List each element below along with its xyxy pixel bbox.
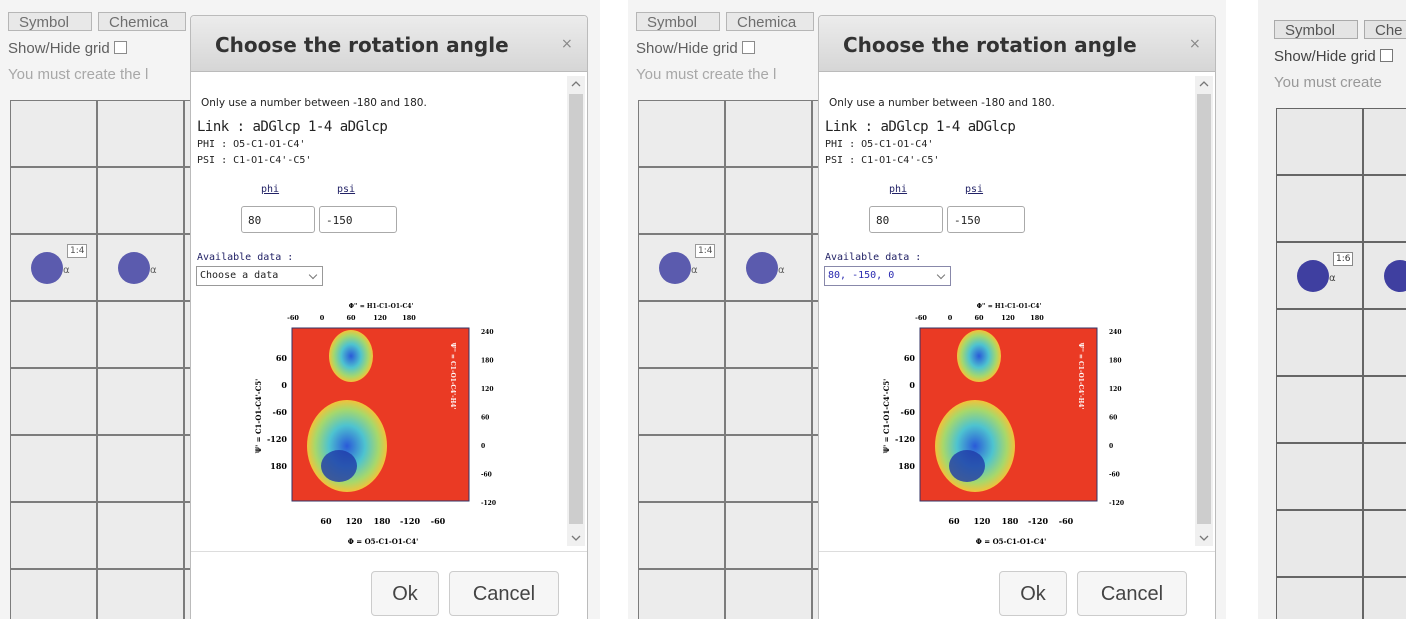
footer-separator	[819, 551, 1215, 552]
grid-cell	[1276, 309, 1363, 376]
tick-label-right: -60	[481, 472, 492, 479]
app-panel: Symbol Che Show/Hide grid You must create α 1…	[1258, 0, 1406, 619]
tick-label-right: 0	[481, 443, 485, 450]
ok-button[interactable]: Ok	[999, 571, 1067, 616]
tick-label-bottom: 120	[346, 516, 363, 526]
plot-title-top: Φ'' = H1-C1-O1-C4'	[977, 303, 1042, 310]
grid-cell	[1363, 175, 1406, 242]
heatmap-region	[321, 450, 357, 482]
app-panel: SymbolChemicaShow/Hide gridYou must crea…	[628, 0, 1226, 619]
heatmap-region	[957, 330, 1001, 382]
tick-label-bottom: 180	[374, 516, 391, 526]
grid-cell	[1276, 175, 1363, 242]
tick-label-top: 120	[373, 314, 387, 322]
dialog: Choose the rotation angle×Only use a num…	[818, 15, 1216, 619]
heatmap-region	[949, 450, 985, 482]
dialog: Choose the rotation angle×Only use a num…	[190, 15, 588, 619]
ok-button[interactable]: Ok	[371, 571, 439, 616]
cancel-button[interactable]: Cancel	[449, 571, 559, 616]
tick-label-bottom: 60	[948, 516, 960, 526]
cancel-button[interactable]: Cancel	[1077, 571, 1187, 616]
tick-label-right: -120	[1109, 500, 1124, 507]
ramachandran-plot: Φ'' = H1-C1-O1-C4' -60 0 60 120 180 60 0 -60 -120…	[819, 16, 1215, 556]
link-label: 1:6	[1333, 252, 1353, 266]
heatmap-region	[329, 330, 373, 382]
tick-label-top: 120	[1001, 314, 1015, 322]
tick-label-left: 180	[898, 461, 915, 471]
tick-label-bottom: 60	[320, 516, 332, 526]
plot-title-right: Ψ'' = C1-O1-C4'-H4'	[449, 343, 456, 410]
plot-title-left: Ψ' = C1-O1-C4'-C5'	[882, 379, 891, 454]
plot-title-bottom: Φ = O5-C1-O1-C4'	[976, 537, 1047, 546]
tick-label-right: 180	[1109, 358, 1122, 365]
tick-label-bottom: -60	[431, 516, 446, 526]
tick-label-right: 60	[1109, 415, 1117, 422]
grid-cell	[1363, 443, 1406, 510]
tick-label-right: 240	[481, 329, 494, 336]
tick-label-bottom: -120	[1028, 516, 1048, 526]
footer-separator	[191, 551, 587, 552]
grid-cell	[1276, 376, 1363, 443]
grid-cell	[1363, 108, 1406, 175]
plot-title-bottom: Φ = O5-C1-O1-C4'	[348, 537, 419, 546]
grid-toggle[interactable]: Show/Hide grid	[1274, 48, 1393, 65]
tick-label-right: -120	[481, 500, 496, 507]
grid-cell	[1363, 309, 1406, 376]
tick-label-left: 60	[276, 353, 288, 363]
tick-label-left: -60	[273, 407, 288, 417]
tab[interactable]: Symbol	[1274, 20, 1358, 39]
plot-title-top: Φ'' = H1-C1-O1-C4'	[349, 303, 414, 310]
grid-cell	[1363, 376, 1406, 443]
checkbox[interactable]	[1380, 49, 1393, 62]
tick-label-bottom: -120	[400, 516, 420, 526]
tick-label-right: 60	[481, 415, 489, 422]
ramachandran-plot: Φ'' = H1-C1-O1-C4' -60 0 60 120 180 60 0 -60 -120…	[191, 16, 587, 556]
anomer-label: α	[1329, 273, 1336, 284]
tick-label-left: -120	[895, 434, 915, 444]
tick-label-top: 60	[974, 314, 984, 322]
tick-label-top: 180	[1030, 314, 1044, 322]
tick-label-right: -60	[1109, 472, 1120, 479]
grid-cell	[1276, 510, 1363, 577]
tick-label-right: 180	[481, 358, 494, 365]
residue-node[interactable]	[1297, 260, 1329, 292]
tick-label-bottom: 120	[974, 516, 991, 526]
grid-cell	[1363, 577, 1406, 619]
tick-label-right: 120	[1109, 386, 1122, 393]
tick-label-top: -60	[915, 314, 927, 322]
tick-label-right: 0	[1109, 443, 1113, 450]
tick-label-top: 0	[320, 314, 325, 322]
tick-label-left: 0	[909, 380, 915, 390]
tick-label-left: -60	[901, 407, 916, 417]
tick-label-left: 60	[904, 353, 916, 363]
tick-label-left: 0	[281, 380, 287, 390]
tick-label-top: -60	[287, 314, 299, 322]
tick-label-left: -120	[267, 434, 287, 444]
grid-cell	[1276, 577, 1363, 619]
plot-title-left: Ψ' = C1-O1-C4'-C5'	[254, 379, 263, 454]
tick-label-bottom: 180	[1002, 516, 1019, 526]
tick-label-top: 180	[402, 314, 416, 322]
grid-cell	[1276, 443, 1363, 510]
page: SymbolChemicaShow/Hide gridYou must crea…	[0, 0, 1406, 619]
tick-label-top: 0	[948, 314, 953, 322]
tick-label-right: 240	[1109, 329, 1122, 336]
tick-label-bottom: -60	[1059, 516, 1074, 526]
grid-cell	[1276, 108, 1363, 175]
grid-toggle-label: Show/Hide grid	[1274, 48, 1376, 65]
tick-label-top: 60	[346, 314, 356, 322]
grid-cell	[1363, 510, 1406, 577]
notice: You must create	[1274, 74, 1382, 91]
tick-label-right: 120	[481, 386, 494, 393]
plot-title-right: Ψ'' = C1-O1-C4'-H4'	[1077, 343, 1084, 410]
tab[interactable]: Che	[1364, 20, 1406, 39]
tick-label-left: 180	[270, 461, 287, 471]
